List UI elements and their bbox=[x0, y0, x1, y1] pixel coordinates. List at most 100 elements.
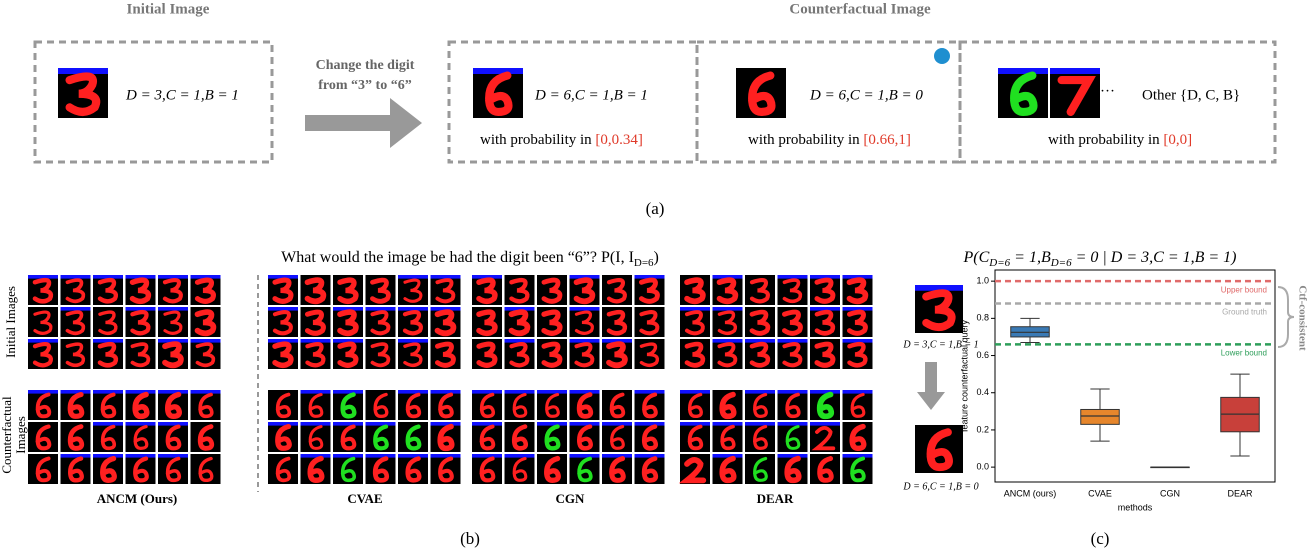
background-bar bbox=[61, 275, 91, 279]
background-bar bbox=[398, 339, 428, 343]
arrow bbox=[917, 362, 945, 410]
background-bar bbox=[126, 454, 156, 458]
background-bar bbox=[713, 422, 743, 426]
reference-label: Lower bound bbox=[1221, 348, 1267, 357]
prob-value: [0,0] bbox=[1163, 132, 1192, 148]
x-tick-label: CVAE bbox=[1088, 488, 1112, 498]
side-label: D = 6,C = 1,B = 0 bbox=[902, 481, 978, 492]
background-bar bbox=[778, 390, 808, 394]
box bbox=[1081, 409, 1120, 424]
arrow bbox=[305, 98, 422, 148]
background-bar bbox=[745, 422, 775, 426]
background-bar bbox=[268, 422, 298, 426]
background-bar bbox=[843, 390, 873, 394]
background-bar bbox=[472, 422, 502, 426]
figure: Initial Image Counterfactual Image Chang… bbox=[0, 0, 1310, 550]
caption: (b) bbox=[460, 529, 480, 548]
reference-label: Ground truth bbox=[1222, 308, 1267, 317]
background-bar bbox=[778, 275, 808, 279]
background-bar bbox=[713, 307, 743, 311]
formula: D = 3,C = 1,B = 1 bbox=[125, 87, 239, 103]
formula: D = 6,C = 1,B = 1 bbox=[534, 87, 648, 103]
background-bar bbox=[301, 422, 331, 426]
background-bar bbox=[778, 454, 808, 458]
cf-title: Counterfactual Image bbox=[789, 1, 931, 17]
background-bar bbox=[398, 275, 428, 279]
bracket bbox=[1278, 287, 1294, 347]
title-part: P(C bbox=[962, 249, 989, 266]
method-label: ANCM (Ours) bbox=[97, 491, 178, 506]
background-bar bbox=[191, 339, 221, 343]
background-bar bbox=[431, 275, 461, 279]
background-bar bbox=[680, 422, 710, 426]
background-bar bbox=[61, 390, 91, 394]
background-bar bbox=[398, 307, 428, 311]
plot-frame bbox=[995, 270, 1275, 482]
background-bar bbox=[333, 390, 363, 394]
background-bar bbox=[810, 422, 840, 426]
background-bar bbox=[191, 390, 221, 394]
ellipsis: ··· bbox=[1100, 83, 1115, 99]
background-bar bbox=[333, 454, 363, 458]
background-bar bbox=[570, 307, 600, 311]
background-bar bbox=[61, 307, 91, 311]
y-tick-label: 0.4 bbox=[976, 387, 989, 397]
background-bar bbox=[158, 422, 188, 426]
background-bar bbox=[505, 339, 535, 343]
background-bar bbox=[158, 390, 188, 394]
background-bar bbox=[93, 390, 123, 394]
background-bar bbox=[778, 422, 808, 426]
arrow-text: Change the digit bbox=[316, 58, 415, 73]
background-bar bbox=[61, 454, 91, 458]
background-bar bbox=[126, 422, 156, 426]
y-tick-label: 0.8 bbox=[976, 313, 989, 323]
caption: (c) bbox=[1091, 529, 1110, 548]
background-bar bbox=[810, 390, 840, 394]
caption: (a) bbox=[646, 199, 665, 218]
background-bar bbox=[505, 454, 535, 458]
background-bar bbox=[680, 307, 710, 311]
y-axis-label: feature counterfactual query bbox=[959, 319, 969, 432]
prob-value: [0.66,1] bbox=[863, 132, 911, 148]
background-bar bbox=[431, 422, 461, 426]
background-bar bbox=[301, 339, 331, 343]
background-bar bbox=[1050, 68, 1100, 74]
background-bar bbox=[505, 390, 535, 394]
background-bar bbox=[570, 390, 600, 394]
prob: with probability in [0,0] bbox=[1048, 132, 1192, 148]
x-tick-label: DEAR bbox=[1227, 488, 1253, 498]
background-bar bbox=[93, 422, 123, 426]
background-bar bbox=[998, 68, 1048, 74]
panel-b-title: What would the image be had the digit be… bbox=[281, 249, 659, 269]
reference-label: Upper bound bbox=[1221, 285, 1267, 294]
method-label: DEAR bbox=[757, 491, 794, 506]
title-part: = 0 | D = 3,C = 1,B = 1) bbox=[1072, 249, 1237, 266]
row-label: Images bbox=[13, 416, 28, 454]
background-bar bbox=[93, 454, 123, 458]
dot bbox=[934, 48, 950, 64]
background-bar bbox=[366, 454, 396, 458]
prob-text: with probability in bbox=[748, 132, 863, 148]
title-part: ) bbox=[654, 249, 659, 266]
background-bar bbox=[778, 339, 808, 343]
background-bar bbox=[473, 68, 523, 74]
background-bar bbox=[158, 275, 188, 279]
title-sub: D=6 bbox=[1050, 257, 1072, 269]
background-bar bbox=[301, 454, 331, 458]
background-bar bbox=[158, 307, 188, 311]
background-bar bbox=[602, 422, 632, 426]
background-bar bbox=[366, 422, 396, 426]
background-bar bbox=[602, 454, 632, 458]
background-bar bbox=[680, 390, 710, 394]
background-bar bbox=[28, 339, 58, 343]
x-axis-label: methods bbox=[1118, 502, 1153, 512]
background-bar bbox=[398, 390, 428, 394]
background-bar bbox=[268, 307, 298, 311]
background-bar bbox=[713, 339, 743, 343]
prob: with probability in [0.66,1] bbox=[748, 132, 911, 148]
background-bar bbox=[635, 390, 665, 394]
prob-text: with probability in bbox=[1048, 132, 1163, 148]
y-tick-label: 0.6 bbox=[976, 350, 989, 360]
formula: D = 6,C = 1,B = 0 bbox=[809, 87, 923, 103]
background-bar bbox=[431, 454, 461, 458]
